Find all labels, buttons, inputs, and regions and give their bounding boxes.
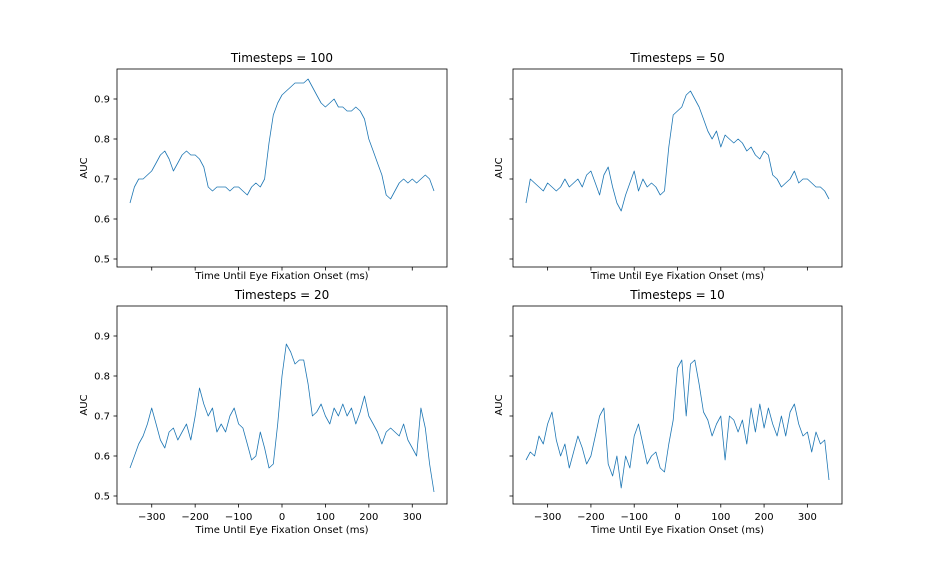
y-tick-label: 0.6 xyxy=(94,215,110,226)
x-tick-label: 100 xyxy=(711,512,730,523)
y-tick-label: 0.8 xyxy=(94,372,110,383)
y-tick-label: 0.9 xyxy=(94,332,110,343)
axes-frame xyxy=(116,305,448,505)
x-tick-label: 0 xyxy=(674,512,680,523)
x-tick-label: −200 xyxy=(181,512,208,523)
y-tick-label: 0.7 xyxy=(94,175,110,186)
subplot-3: −300 −200 −100 0 100 200 300 0.5 0.6 0.7 0.8 0.9 Tim… xyxy=(79,288,448,536)
axes-frame xyxy=(512,68,843,268)
x-tick-label: −100 xyxy=(620,512,647,523)
y-tick-label: 0.5 xyxy=(94,255,110,266)
x-tick-label: 200 xyxy=(359,512,378,523)
axes-frame xyxy=(116,68,448,268)
y-tick-label: 0.9 xyxy=(94,95,110,106)
series-line xyxy=(525,359,830,489)
x-tick-label: 100 xyxy=(316,512,335,523)
y-axis-label: AUC xyxy=(494,394,505,415)
subplot-2: Timesteps = 50 Time Until Eye Fixation On… xyxy=(494,51,843,282)
subplot-title: Timesteps = 100 xyxy=(230,51,333,65)
series-line xyxy=(525,90,830,212)
y-axis-label: AUC xyxy=(79,394,90,415)
x-axis-label: Time Until Eye Fixation Onset (ms) xyxy=(194,525,368,536)
subplot-title: Timesteps = 50 xyxy=(629,51,725,65)
x-tick-label: 300 xyxy=(403,512,422,523)
x-tick-label: −300 xyxy=(534,512,561,523)
x-axis-label: Time Until Eye Fixation Onset (ms) xyxy=(194,271,368,282)
subplot-4: −300 −200 −100 0 100 200 300 Timesteps = 10 Time… xyxy=(494,288,843,536)
y-tick-label: 0.7 xyxy=(94,412,110,423)
subplot-1: 0.5 0.6 0.7 0.8 0.9 Timesteps = 100 Time Until… xyxy=(79,51,448,282)
y-tick-label: 0.8 xyxy=(94,135,110,146)
x-tick-label: −200 xyxy=(577,512,604,523)
x-tick-label: 0 xyxy=(279,512,285,523)
x-tick-label: 200 xyxy=(755,512,774,523)
y-axis-label: AUC xyxy=(494,157,505,178)
subplot-title: Timesteps = 10 xyxy=(629,288,725,302)
series-line xyxy=(129,78,435,204)
subplot-title: Timesteps = 20 xyxy=(234,288,330,302)
y-tick-label: 0.5 xyxy=(94,492,110,503)
series-line xyxy=(129,343,435,493)
y-tick-label: 0.6 xyxy=(94,452,110,463)
x-axis-label: Time Until Eye Fixation Onset (ms) xyxy=(590,271,764,282)
x-tick-label: −100 xyxy=(225,512,252,523)
y-axis-label: AUC xyxy=(79,157,90,178)
x-tick-label: 300 xyxy=(798,512,817,523)
x-tick-label: −300 xyxy=(138,512,165,523)
x-axis-label: Time Until Eye Fixation Onset (ms) xyxy=(590,525,764,536)
axes-frame xyxy=(512,305,843,505)
